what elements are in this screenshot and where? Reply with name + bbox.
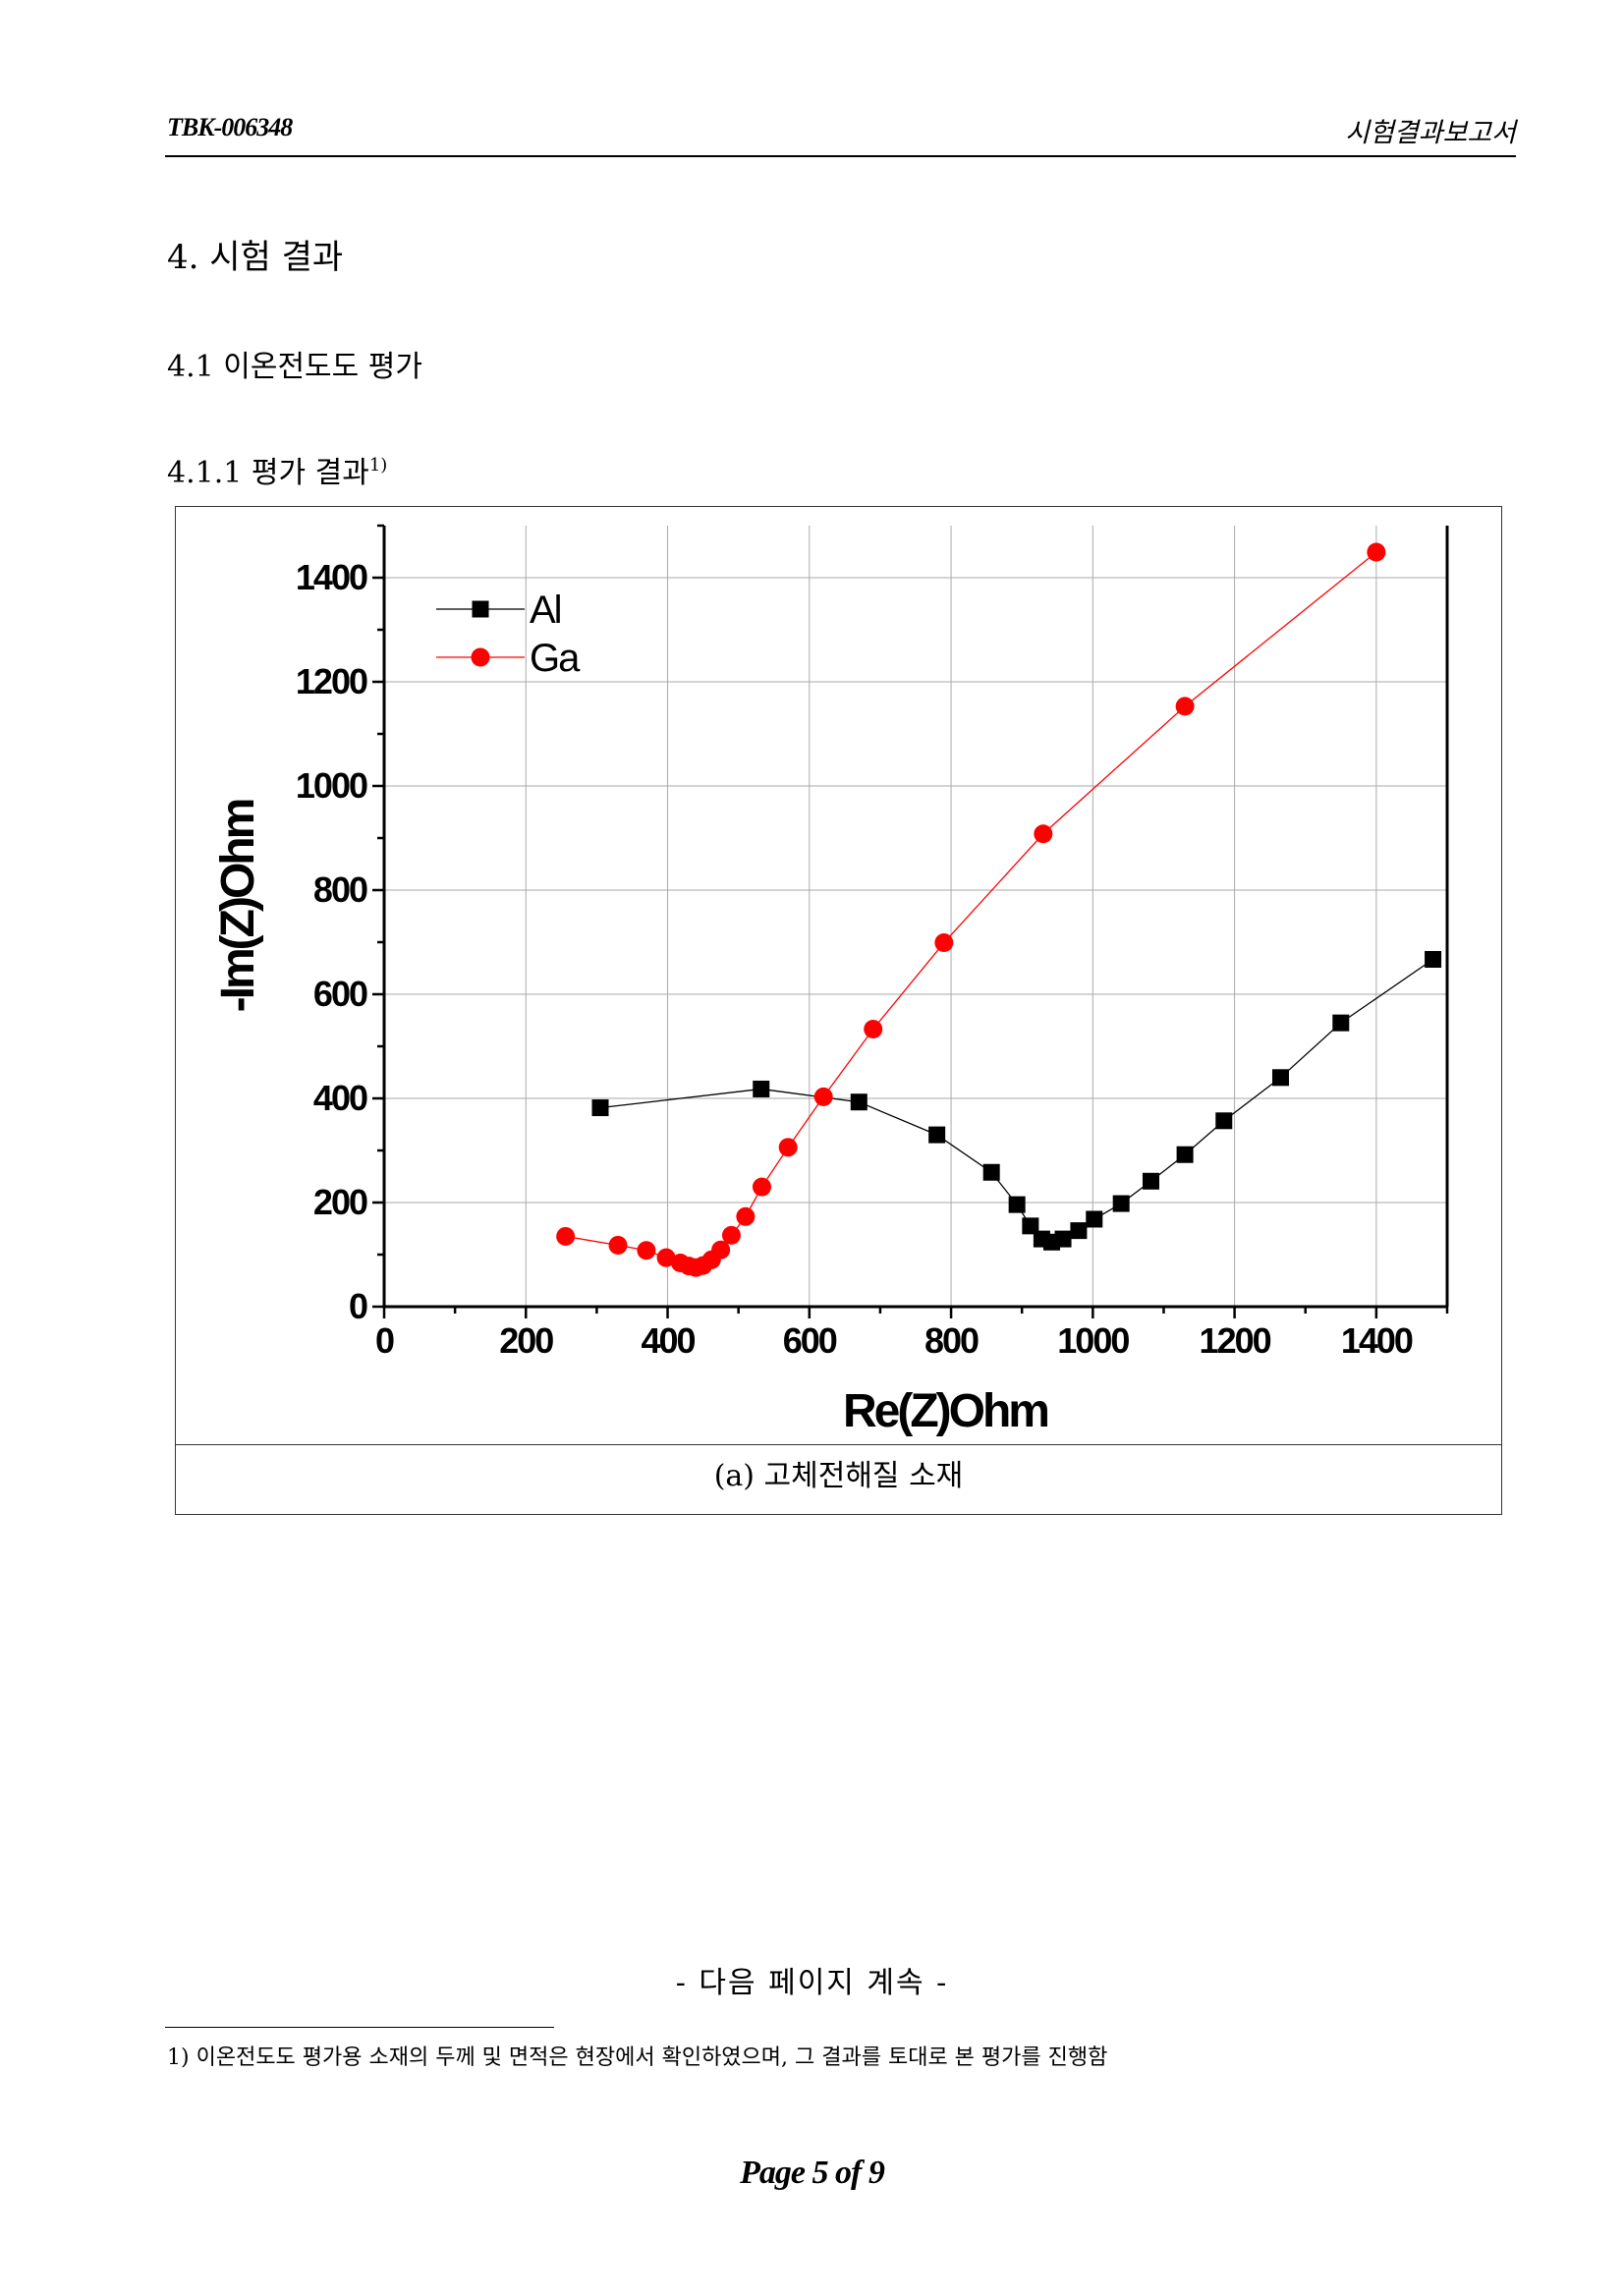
footnote-marker: 1) <box>167 2045 190 2070</box>
data-point-al <box>1215 1112 1233 1130</box>
header-rule <box>165 155 1516 157</box>
y-tick-label: 1000 <box>296 765 367 806</box>
impedance-chart: 0 200 400 600 800 1000 1200 1400 0 200 400 600 800 10… <box>212 524 1449 1437</box>
data-point-al <box>1086 1210 1103 1228</box>
data-point-ga <box>1034 824 1053 844</box>
data-point-al <box>1022 1217 1039 1235</box>
y-tick-label: 400 <box>313 1078 367 1118</box>
page-number: Page 5 of 9 <box>740 2155 885 2191</box>
data-point-al <box>1112 1195 1130 1212</box>
data-point-al <box>1054 1230 1072 1248</box>
y-tick-label: 800 <box>313 869 367 910</box>
data-point-ga <box>736 1206 756 1226</box>
data-point-al <box>850 1093 868 1111</box>
x-tick-label: 1000 <box>1057 1320 1129 1361</box>
data-point-ga <box>608 1235 628 1255</box>
subsubsection-title: 4.1.1 평가 결과 <box>167 456 369 490</box>
data-point-al <box>1142 1172 1159 1190</box>
legend-marker-ga <box>471 647 490 667</box>
data-point-ga <box>1367 542 1386 562</box>
data-point-ga <box>556 1226 576 1246</box>
y-tick-label: 1200 <box>296 661 367 701</box>
y-tick-label: 1400 <box>296 557 367 597</box>
data-point-al <box>1332 1014 1350 1032</box>
x-axis-title: Re(Z)Ohm <box>843 1385 1047 1437</box>
data-point-al <box>591 1099 609 1117</box>
data-point-al <box>928 1126 946 1144</box>
continuation-note: - 다음 페이지 계속 - <box>675 1966 949 2000</box>
x-tick-label: 800 <box>924 1320 979 1361</box>
x-tick-label: 0 <box>375 1320 394 1361</box>
y-axis-title: -Im(Z)Ohm <box>212 800 264 1012</box>
data-point-ga <box>864 1020 883 1039</box>
data-point-ga <box>778 1138 798 1157</box>
footnote-text: 이온전도도 평가용 소재의 두께 및 면적은 현장에서 확인하였으며, 그 결과… <box>196 2045 1108 2070</box>
footnote-rule <box>165 2027 554 2028</box>
data-point-ga <box>711 1240 731 1260</box>
subsubsection-heading: 4.1.1 평가 결과1) <box>167 448 387 491</box>
y-tick-label: 600 <box>313 974 367 1014</box>
data-point-ga <box>813 1087 833 1106</box>
data-point-ga <box>1175 697 1195 716</box>
data-point-ga <box>656 1248 676 1267</box>
data-point-al <box>753 1080 770 1097</box>
data-point-al <box>1271 1069 1289 1087</box>
series-line-ga <box>565 551 1377 1268</box>
data-point-ga <box>934 933 954 953</box>
figure-frame <box>175 506 1502 1515</box>
figure-caption: (a) 고체전해질 소재 <box>175 1444 1502 1516</box>
legend-marker-al <box>472 600 489 618</box>
data-point-ga <box>721 1225 741 1245</box>
document-id: TBK-006348 <box>167 113 293 141</box>
data-point-ga <box>637 1241 656 1260</box>
data-point-al <box>1176 1146 1194 1163</box>
y-tick-label: 0 <box>349 1286 367 1326</box>
data-point-ga <box>752 1177 771 1197</box>
x-tick-label: 400 <box>641 1320 695 1361</box>
x-tick-label: 1200 <box>1200 1320 1271 1361</box>
subsection-heading: 4.1 이온전도도 평가 <box>167 350 422 384</box>
data-point-al <box>1070 1222 1088 1240</box>
x-tick-label: 200 <box>499 1320 553 1361</box>
data-point-al <box>982 1163 1000 1181</box>
footnote-ref: 1) <box>368 455 388 476</box>
x-tick-label: 1400 <box>1341 1320 1413 1361</box>
y-tick-label: 200 <box>313 1182 367 1222</box>
section-heading: 4. 시험 결과 <box>167 238 344 277</box>
footnote: 1) 이온전도도 평가용 소재의 두께 및 면적은 현장에서 확인하였으며, 그… <box>167 2040 1107 2071</box>
x-tick-label: 600 <box>783 1320 837 1361</box>
data-point-al <box>1008 1196 1026 1213</box>
data-point-al <box>1425 950 1442 968</box>
legend-label-al: Al <box>530 588 561 632</box>
document-type: 시험결과보고서 <box>1345 118 1516 148</box>
legend-label-ga: Ga <box>530 637 581 680</box>
